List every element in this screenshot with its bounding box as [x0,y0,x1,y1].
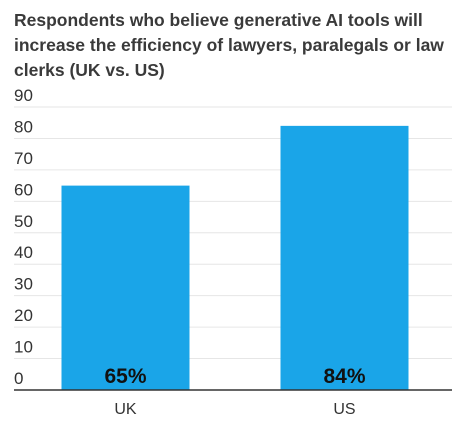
data-label-uk: 65% [104,365,146,388]
y-tick-label-40: 40 [14,243,33,262]
y-tick-label-50: 50 [14,212,33,231]
y-tick-label-90: 90 [14,86,33,105]
bar-uk [61,185,190,390]
y-tick-label-10: 10 [14,338,33,357]
y-tick-label-70: 70 [14,149,33,168]
y-tick-label-60: 60 [14,180,33,199]
y-tick-label-30: 30 [14,275,33,294]
bar-us [280,125,409,390]
chart-title: Respondents who believe generative AI to… [14,10,444,80]
x-category-label-us: US [333,401,355,418]
data-label-us: 84% [323,365,365,388]
y-tick-label-20: 20 [14,306,33,325]
y-tick-label-0: 0 [14,369,23,388]
y-tick-label-80: 80 [14,117,33,136]
x-category-label-uk: UK [114,401,137,418]
